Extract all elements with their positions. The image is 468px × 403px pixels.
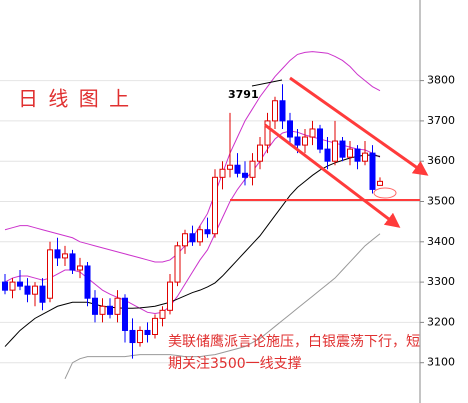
peak-leader <box>251 79 283 87</box>
candle-body <box>272 100 278 122</box>
highlight-circle <box>373 187 397 199</box>
candle-body <box>197 229 203 243</box>
candle-body <box>129 329 136 344</box>
chart-title: 日 线 图 上 <box>18 87 131 111</box>
candle-body <box>204 229 211 235</box>
candle-body <box>242 172 248 178</box>
candle-body <box>257 144 263 162</box>
candle-body <box>309 128 316 138</box>
y-tick-label: 3600 <box>427 154 455 167</box>
annotation-line: 美联储鹰派言论施压，白银震荡下行，短 <box>168 334 420 350</box>
overlay-line <box>64 233 381 380</box>
candle-body <box>167 281 173 311</box>
candle-body <box>159 309 166 319</box>
candle-body <box>107 305 113 315</box>
candle-body <box>279 100 286 122</box>
candle-body <box>92 297 98 315</box>
candle-body <box>174 245 181 283</box>
peak-label: 3791 <box>228 88 259 101</box>
overlay-line <box>4 154 381 347</box>
candle-body <box>219 168 226 178</box>
candle-body <box>152 317 158 335</box>
candle-body <box>264 120 271 146</box>
candle-body <box>47 249 53 299</box>
candle-body <box>99 305 106 315</box>
candle-body <box>144 329 151 335</box>
candle-body <box>212 176 218 235</box>
candle-body <box>317 128 323 150</box>
candle-body <box>32 285 38 295</box>
y-tick-label: 3700 <box>427 114 455 127</box>
candle-body <box>17 281 23 287</box>
candle-body <box>189 233 196 243</box>
candle-body <box>62 253 68 259</box>
candle-body <box>249 160 256 178</box>
candle-body <box>369 152 376 190</box>
trend-arrow <box>289 76 429 176</box>
candle-body <box>362 152 368 162</box>
candle-body <box>122 297 128 331</box>
candle-body <box>377 180 383 186</box>
candle-body <box>227 164 233 170</box>
candle-body <box>137 329 143 344</box>
candle-body <box>354 148 361 162</box>
candle-body <box>182 233 188 247</box>
candle-body <box>332 140 338 162</box>
y-tick-label: 3500 <box>427 195 455 208</box>
candle-body <box>302 136 308 146</box>
candles <box>2 84 383 359</box>
y-tick-label: 3400 <box>427 235 455 248</box>
candle-body <box>69 253 76 271</box>
candle-body <box>77 265 83 271</box>
candle-body <box>39 285 46 303</box>
y-tick-label: 3800 <box>427 74 455 87</box>
y-tick-label: 3300 <box>427 275 455 288</box>
y-ticks: 3100 3200 3300 3400 3500 3600 3700 3800 <box>420 74 455 369</box>
y-tick-label: 3100 <box>427 356 455 369</box>
candle-body <box>84 265 91 299</box>
candle-body <box>234 164 241 174</box>
candle-body <box>324 148 331 162</box>
candle-body <box>54 249 61 259</box>
candle-body <box>339 140 346 158</box>
candle-body <box>347 148 353 158</box>
y-tick-label: 3200 <box>427 315 455 328</box>
annotation-line: 期关注3500一线支撑 <box>168 356 302 372</box>
candle-body <box>287 120 293 138</box>
candle-body <box>2 281 8 291</box>
candle-body <box>24 285 31 295</box>
candle-body <box>9 281 16 291</box>
candle-body <box>114 297 121 315</box>
candle-body <box>294 136 301 146</box>
trend-arrow <box>264 123 401 228</box>
